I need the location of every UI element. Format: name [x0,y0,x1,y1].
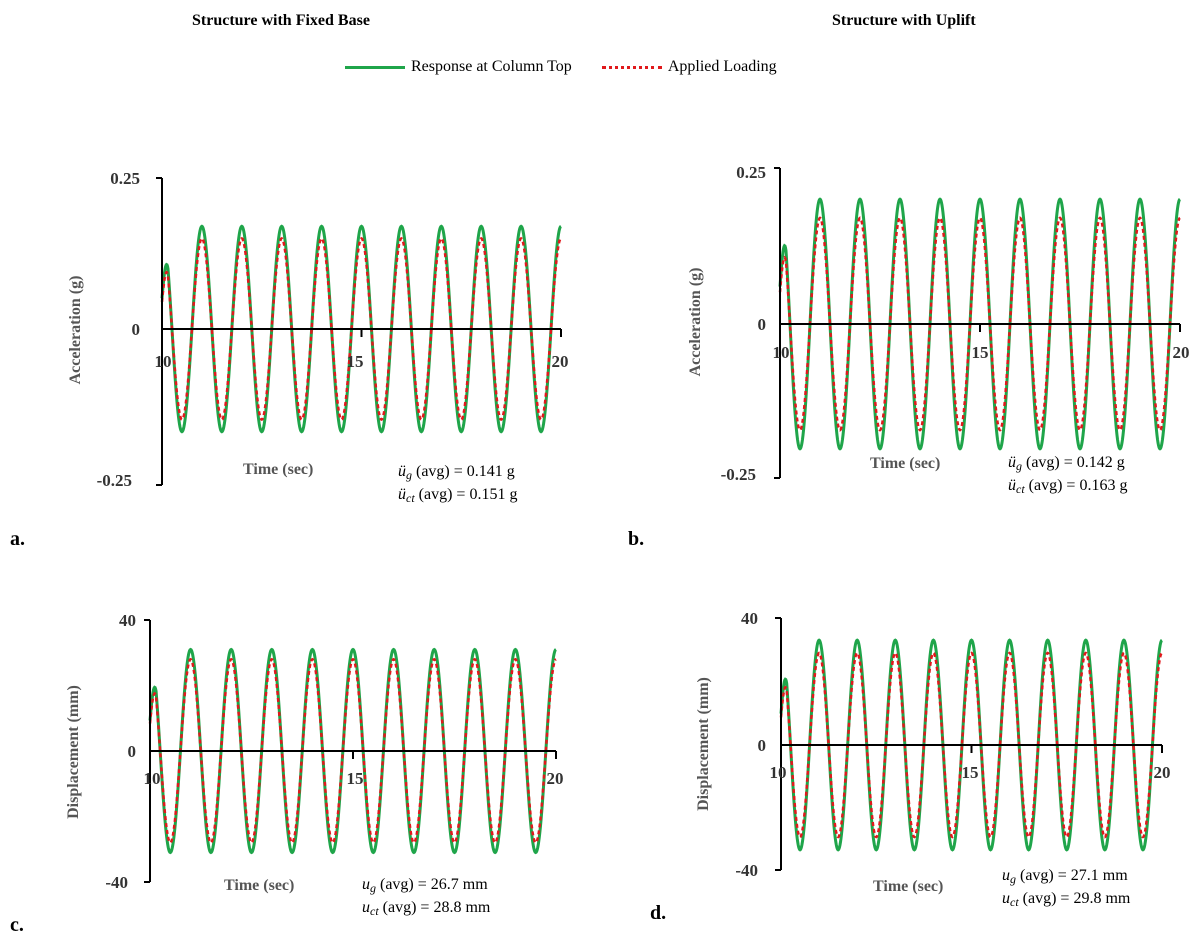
subscript: g [406,468,412,482]
ground-average: üg (avg) = 0.141 g [398,462,517,485]
x-tick-label: 15 [347,352,364,371]
y-tick-label: -0.25 [97,471,132,490]
value: (avg) = 27.1 mm [1016,867,1128,884]
x-tick-label: 20 [547,769,564,788]
legend-item-loading: Applied Loading [601,58,777,76]
value: (avg) = 0.142 g [1022,454,1125,471]
ground-average: üg (avg) = 0.142 g [1008,453,1127,476]
ground-average: ug (avg) = 26.7 mm [362,875,490,898]
x-axis-title: Time (sec) [224,877,294,894]
loading-series-line [160,236,562,422]
subscript: ct [406,491,415,505]
y-axis-title: Acceleration (g) [687,268,704,377]
legend-item-response: Response at Column Top [345,58,572,76]
ground-average: ug (avg) = 27.1 mm [1002,866,1130,889]
symbol: u [362,876,370,893]
average-stats: üg (avg) = 0.142 g üct (avg) = 0.163 g [1008,453,1127,499]
panel-letter: d. [650,902,667,924]
y-tick-label: 0.25 [110,169,140,188]
value: (avg) = 29.8 mm [1018,890,1131,907]
x-tick-label: 15 [347,769,364,788]
column-top-average: üct (avg) = 0.163 g [1008,476,1127,499]
symbol: ü [398,463,406,480]
value: (avg) = 0.151 g [414,486,518,503]
x-tick-label: 20 [552,352,569,371]
x-axis-title: Time (sec) [870,455,940,472]
legend-swatch-loading [601,65,662,69]
y-tick-label: 40 [119,611,136,630]
symbol: u [1002,890,1010,907]
y-tick-label: 0 [758,736,767,755]
panel-letter: b. [628,528,645,550]
x-tick-label: 15 [962,763,979,782]
legend-swatch-response [345,65,405,69]
column-top-average: uct (avg) = 29.8 mm [1002,889,1130,912]
subscript: g [1016,459,1022,473]
subscript: ct [1010,895,1019,909]
loading-series-line [148,657,557,845]
y-tick-label: 0 [128,742,137,761]
symbol: ü [1008,477,1016,494]
x-axis-title: Time (sec) [873,878,943,895]
value: (avg) = 28.8 mm [378,899,491,916]
y-tick-label: 0.25 [736,163,766,182]
value: (avg) = 0.163 g [1024,477,1128,494]
y-tick-label: -0.25 [721,465,756,484]
average-stats: ug (avg) = 27.1 mm uct (avg) = 29.8 mm [1002,866,1130,912]
x-tick-label: 10 [155,352,172,371]
panel-letter: a. [10,528,25,550]
x-tick-label: 20 [1173,343,1190,362]
fixed-base-title: Structure with Fixed Base [192,12,370,29]
subscript: g [370,881,376,895]
y-tick-label: -40 [105,873,128,892]
y-axis-title: Displacement (mm) [65,685,82,819]
value: (avg) = 26.7 mm [376,876,488,893]
legend-label-response: Response at Column Top [411,58,572,75]
x-axis-title: Time (sec) [243,461,313,478]
y-axis-title: Acceleration (g) [67,276,84,385]
x-tick-label: 10 [144,769,161,788]
symbol: ü [1008,454,1016,471]
symbol: u [1002,867,1010,884]
panel-letter: c. [10,914,24,936]
loading-series-line [779,651,1163,839]
column-top-average: uct (avg) = 28.8 mm [362,898,490,921]
subscript: g [1010,872,1016,886]
x-tick-label: 10 [773,343,790,362]
y-axis-title: Displacement (mm) [695,677,712,811]
y-tick-label: 0 [758,315,767,334]
value: (avg) = 0.141 g [412,463,515,480]
subscript: ct [370,904,379,918]
y-tick-label: 0 [132,320,141,339]
column-top-average: üct (avg) = 0.151 g [398,485,517,508]
x-tick-label: 10 [770,763,787,782]
legend: Response at Column Top Applied Loading [345,58,807,76]
x-tick-label: 20 [1154,763,1171,782]
symbol: ü [398,486,406,503]
legend-label-loading: Applied Loading [667,58,777,75]
loading-series-line [778,216,1181,432]
y-tick-label: 40 [741,609,758,628]
y-tick-label: -40 [735,861,758,880]
response-series-line [148,647,557,855]
x-tick-label: 15 [972,343,989,362]
subscript: ct [1016,482,1025,496]
average-stats: ug (avg) = 26.7 mm uct (avg) = 28.8 mm [362,875,490,921]
symbol: u [362,899,370,916]
uplift-title: Structure with Uplift [832,12,976,29]
average-stats: üg (avg) = 0.141 g üct (avg) = 0.151 g [398,462,517,508]
